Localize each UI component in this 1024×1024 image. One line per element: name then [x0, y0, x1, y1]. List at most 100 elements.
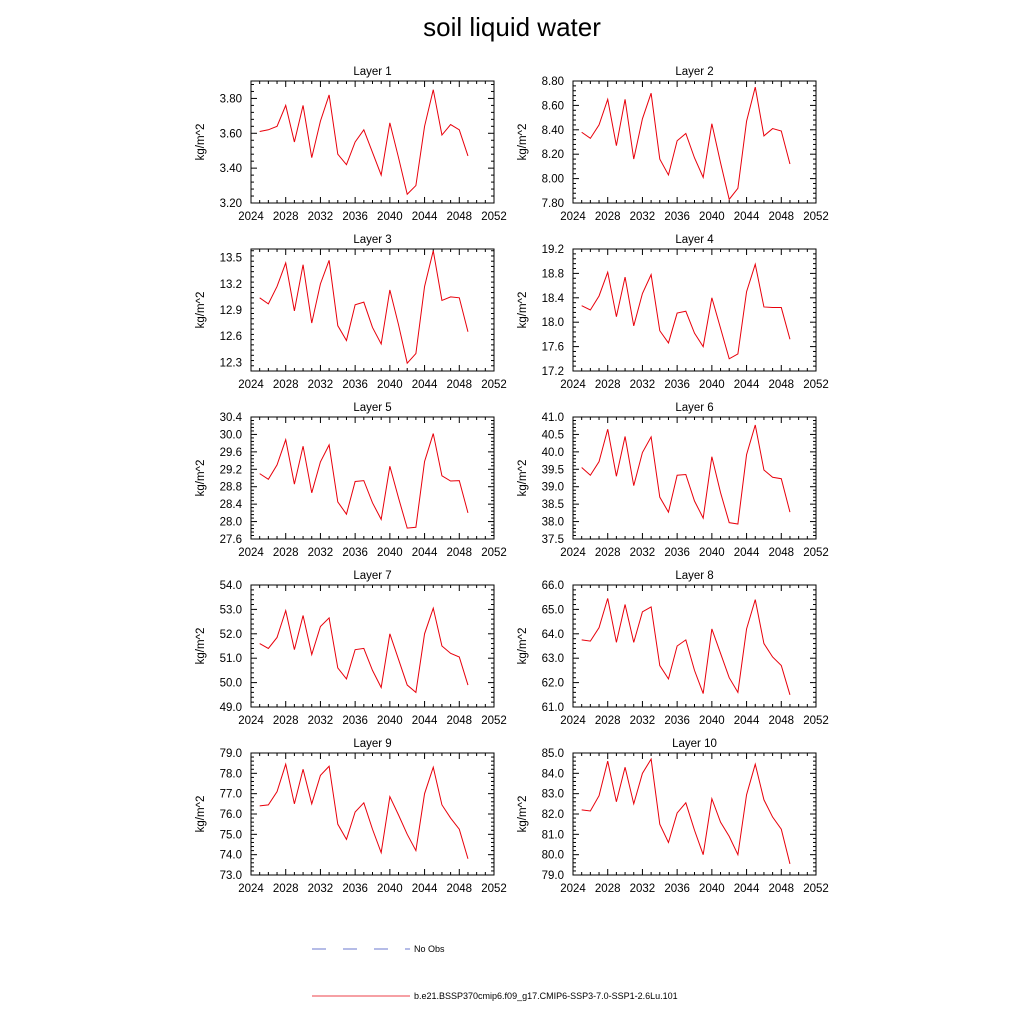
y-tick-label: 64.0: [542, 629, 564, 641]
y-tick-label: 30.4: [220, 412, 243, 424]
y-tick-label: 50.0: [220, 678, 242, 690]
y-tick-label: 28.4: [220, 499, 243, 511]
panel-title: Layer 9: [353, 738, 391, 750]
x-tick-label: 2044: [734, 883, 760, 895]
y-tick-label: 13.2: [220, 279, 242, 291]
series-line: [582, 598, 790, 694]
x-tick-label: 2044: [734, 715, 760, 727]
y-tick-label: 7.80: [542, 198, 564, 210]
y-tick-label: 8.80: [542, 76, 564, 88]
legend-obs-label: No Obs: [414, 944, 445, 954]
y-tick-label: 76.0: [220, 809, 242, 821]
panel-title: Layer 5: [353, 402, 391, 414]
panel-layer-1: Layer 12024 2028 2032 2036 2040 2044 2048 20523…: [195, 66, 507, 223]
panel-title: Layer 2: [675, 66, 713, 78]
x-tick-label: 2036: [342, 883, 368, 895]
y-axis-label: kg/m^2: [195, 292, 207, 329]
x-tick-label: 2044: [412, 547, 438, 559]
panel-title: Layer 3: [353, 234, 391, 246]
x-tick-label: 2048: [768, 211, 794, 223]
x-tick-label: 2048: [446, 211, 472, 223]
x-tick-label: 2028: [273, 379, 299, 391]
x-tick-label: 2032: [630, 379, 656, 391]
x-tick-label: 2028: [595, 211, 621, 223]
x-tick-label: 2036: [664, 883, 690, 895]
y-tick-label: 30.0: [220, 429, 242, 441]
series-line: [582, 264, 790, 359]
x-tick-label: 2048: [768, 883, 794, 895]
y-tick-label: 27.6: [220, 534, 242, 546]
y-tick-label: 3.20: [220, 198, 242, 210]
series-line: [582, 759, 790, 864]
x-tick-label: 2028: [595, 379, 621, 391]
x-tick-label: 2052: [803, 883, 829, 895]
y-axis-label: kg/m^2: [517, 124, 529, 161]
x-tick-label: 2032: [308, 883, 334, 895]
x-tick-label: 2032: [308, 379, 334, 391]
x-tick-label: 2032: [630, 715, 656, 727]
plot-frame: [573, 585, 816, 707]
y-tick-label: 51.0: [220, 653, 242, 665]
legend: No Obs b.e21.BSSP370cmip6.f09_g17.CMIP6-S…: [312, 944, 678, 1001]
legend-model-label: b.e21.BSSP370cmip6.f09_g17.CMIP6-SSP3-7.…: [414, 991, 678, 1001]
x-tick-label: 2044: [412, 883, 438, 895]
x-tick-label: 2028: [273, 883, 299, 895]
x-tick-label: 2052: [803, 547, 829, 559]
y-tick-label: 78.0: [220, 768, 242, 780]
y-axis-label: kg/m^2: [517, 460, 529, 497]
y-tick-label: 65.0: [542, 604, 564, 616]
y-tick-label: 74.0: [220, 850, 242, 862]
y-tick-label: 52.0: [220, 629, 242, 641]
x-tick-label: 2032: [308, 211, 334, 223]
x-tick-label: 2036: [664, 715, 690, 727]
y-tick-label: 8.60: [542, 100, 564, 112]
y-tick-label: 28.0: [220, 517, 242, 529]
x-tick-label: 2048: [446, 547, 472, 559]
y-axis-label: kg/m^2: [195, 124, 207, 161]
y-tick-label: 84.0: [542, 768, 564, 780]
y-tick-label: 75.0: [220, 829, 242, 841]
series-line: [260, 90, 468, 195]
x-tick-label: 2028: [595, 715, 621, 727]
panel-layer-5: Layer 52024 2028 2032 2036 2040 2044 2048 20522…: [195, 402, 507, 559]
y-tick-label: 8.00: [542, 174, 564, 186]
y-axis-label: kg/m^2: [517, 292, 529, 329]
y-tick-label: 82.0: [542, 809, 564, 821]
x-tick-label: 2048: [446, 715, 472, 727]
series-line: [582, 87, 790, 199]
y-tick-label: 40.5: [542, 429, 564, 441]
y-tick-label: 12.6: [220, 331, 242, 343]
x-tick-label: 2032: [630, 883, 656, 895]
y-tick-label: 54.0: [220, 580, 242, 592]
panel-layer-3: Layer 32024 2028 2032 2036 2040 2044 2048 20521…: [195, 234, 507, 391]
y-tick-label: 73.0: [220, 870, 242, 882]
x-tick-label: 2032: [308, 547, 334, 559]
x-tick-label: 2052: [481, 211, 507, 223]
y-tick-label: 39.5: [542, 464, 564, 476]
x-tick-label: 2032: [630, 211, 656, 223]
y-tick-label: 53.0: [220, 604, 242, 616]
x-tick-label: 2040: [377, 883, 403, 895]
y-tick-label: 8.40: [542, 125, 564, 137]
x-tick-label: 2040: [699, 379, 725, 391]
x-tick-label: 2048: [446, 379, 472, 391]
x-tick-label: 2052: [481, 379, 507, 391]
panel-layer-10: Layer 102024 2028 2032 2036 2040 2044 2048 2052…: [517, 738, 829, 895]
y-tick-label: 66.0: [542, 580, 564, 592]
x-tick-label: 2028: [595, 547, 621, 559]
y-tick-label: 3.40: [220, 163, 242, 175]
x-tick-label: 2040: [699, 715, 725, 727]
y-tick-label: 29.2: [220, 464, 242, 476]
x-tick-label: 2024: [238, 379, 264, 391]
y-tick-label: 39.0: [542, 482, 564, 494]
series-line: [582, 425, 790, 524]
series-line: [260, 434, 468, 529]
y-tick-label: 80.0: [542, 850, 564, 862]
y-tick-label: 29.6: [220, 447, 242, 459]
panel-title: Layer 8: [675, 570, 713, 582]
x-tick-label: 2048: [446, 883, 472, 895]
x-tick-label: 2040: [377, 547, 403, 559]
y-tick-label: 63.0: [542, 653, 564, 665]
x-tick-label: 2052: [481, 883, 507, 895]
